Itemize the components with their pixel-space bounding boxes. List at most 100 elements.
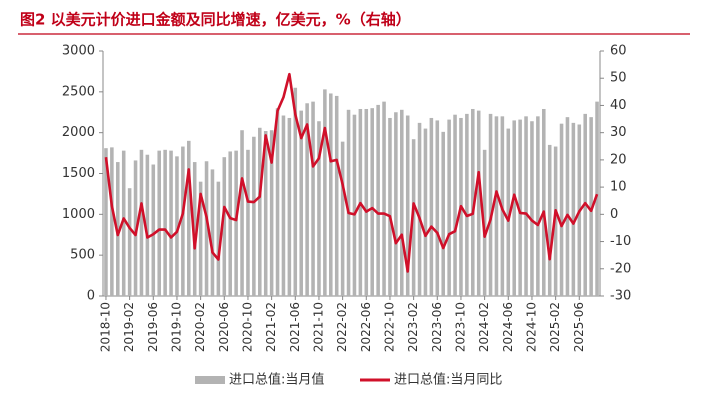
bar [311, 101, 315, 296]
bar [364, 108, 369, 296]
x-tick-label: 2024-06 [501, 302, 515, 352]
y-tick-label: 1000 [62, 207, 95, 222]
bar [139, 149, 144, 296]
bar [293, 87, 298, 296]
bar [382, 101, 386, 296]
bar [121, 150, 126, 296]
y-tick-label: 2000 [62, 125, 95, 140]
bar [589, 117, 593, 297]
bar [252, 136, 256, 296]
y2-tick-label: 30 [610, 125, 627, 140]
bar [447, 119, 451, 296]
bar [210, 169, 215, 296]
x-tick-label: 2022-06 [359, 302, 373, 352]
bar [263, 131, 268, 296]
y2-tick-label: -20 [610, 261, 631, 276]
bar [198, 181, 203, 296]
legend-label: 进口总值:当月值 [229, 372, 324, 388]
y-tick-label: 3000 [62, 44, 95, 59]
bar [216, 181, 221, 296]
bar [429, 117, 434, 296]
bar [435, 120, 440, 297]
bar [157, 150, 161, 296]
bar [204, 161, 209, 296]
bar [530, 121, 534, 296]
x-tick-label: 2023-06 [430, 302, 444, 352]
x-tick-label: 2021-10 [311, 302, 325, 352]
bar [240, 130, 244, 296]
x-tick-label: 2020-06 [217, 302, 231, 352]
x-tick-label: 2019-02 [122, 302, 136, 352]
bar [453, 114, 457, 296]
bar [417, 122, 422, 296]
x-tick-label: 2019-06 [146, 302, 160, 352]
bar [246, 149, 250, 296]
y2-tick-label: 40 [610, 98, 627, 113]
bar [299, 110, 303, 296]
bar [228, 151, 232, 296]
bar [234, 150, 238, 296]
bar [187, 140, 191, 296]
y2-tick-label: 20 [610, 152, 627, 167]
bar [305, 103, 309, 297]
bar [151, 164, 156, 296]
bar [376, 104, 380, 297]
y-tick-label: 1500 [62, 166, 95, 181]
bar [471, 108, 475, 296]
bar [181, 146, 185, 296]
y2-tick-label: 0 [610, 207, 618, 222]
bar [370, 108, 374, 297]
bar [323, 89, 327, 296]
x-tick-label: 2024-10 [524, 302, 538, 352]
bar [542, 108, 546, 296]
bar [388, 117, 392, 296]
bar [559, 123, 564, 296]
bar [565, 117, 570, 297]
x-tick-label: 2025-02 [548, 302, 562, 352]
bar [465, 113, 469, 296]
x-tick-label: 2023-10 [453, 302, 467, 352]
legend-swatch [195, 376, 225, 384]
bar [394, 112, 398, 296]
bar [169, 150, 173, 296]
y2-tick-label: -30 [610, 289, 631, 304]
x-tick-label: 2023-02 [406, 302, 420, 352]
x-tick-label: 2018-10 [98, 302, 112, 352]
y2-tick-label: 60 [610, 44, 627, 59]
bar [494, 116, 499, 296]
x-tick-label: 2021-06 [288, 302, 302, 352]
y-tick-label: 2500 [62, 84, 95, 99]
bar [258, 127, 262, 297]
bar [423, 128, 428, 296]
x-tick-label: 2025-06 [572, 302, 586, 352]
bar [405, 115, 410, 297]
y2-tick-label: 10 [610, 180, 627, 195]
bar [547, 144, 552, 296]
bar [553, 146, 558, 296]
x-tick-label: 2020-10 [240, 302, 254, 352]
line [104, 72, 599, 273]
bar [104, 148, 108, 296]
bar [145, 154, 150, 296]
y-tick-label: 0 [87, 289, 95, 304]
bar [275, 108, 280, 297]
x-tick-label: 2021-02 [264, 302, 278, 352]
legend-label: 进口总值:当月同比 [394, 372, 502, 388]
x-tick-label: 2019-10 [169, 302, 183, 352]
x-tick-label: 2020-02 [193, 302, 207, 352]
bar [127, 188, 132, 296]
bar [512, 120, 516, 297]
bar [163, 149, 167, 296]
bar [222, 157, 227, 296]
x-tick-label: 2024-02 [477, 302, 491, 352]
bar [506, 128, 511, 296]
bar [518, 119, 522, 296]
chart-title: 图2 以美元计价进口金额及同比增速，亿美元，%（右轴） [20, 11, 411, 29]
bar [269, 130, 274, 296]
bar [400, 109, 404, 296]
bar [192, 162, 197, 296]
bar [571, 122, 576, 296]
y2-tick-label: -10 [610, 234, 631, 249]
y-tick-label: 500 [70, 248, 95, 263]
